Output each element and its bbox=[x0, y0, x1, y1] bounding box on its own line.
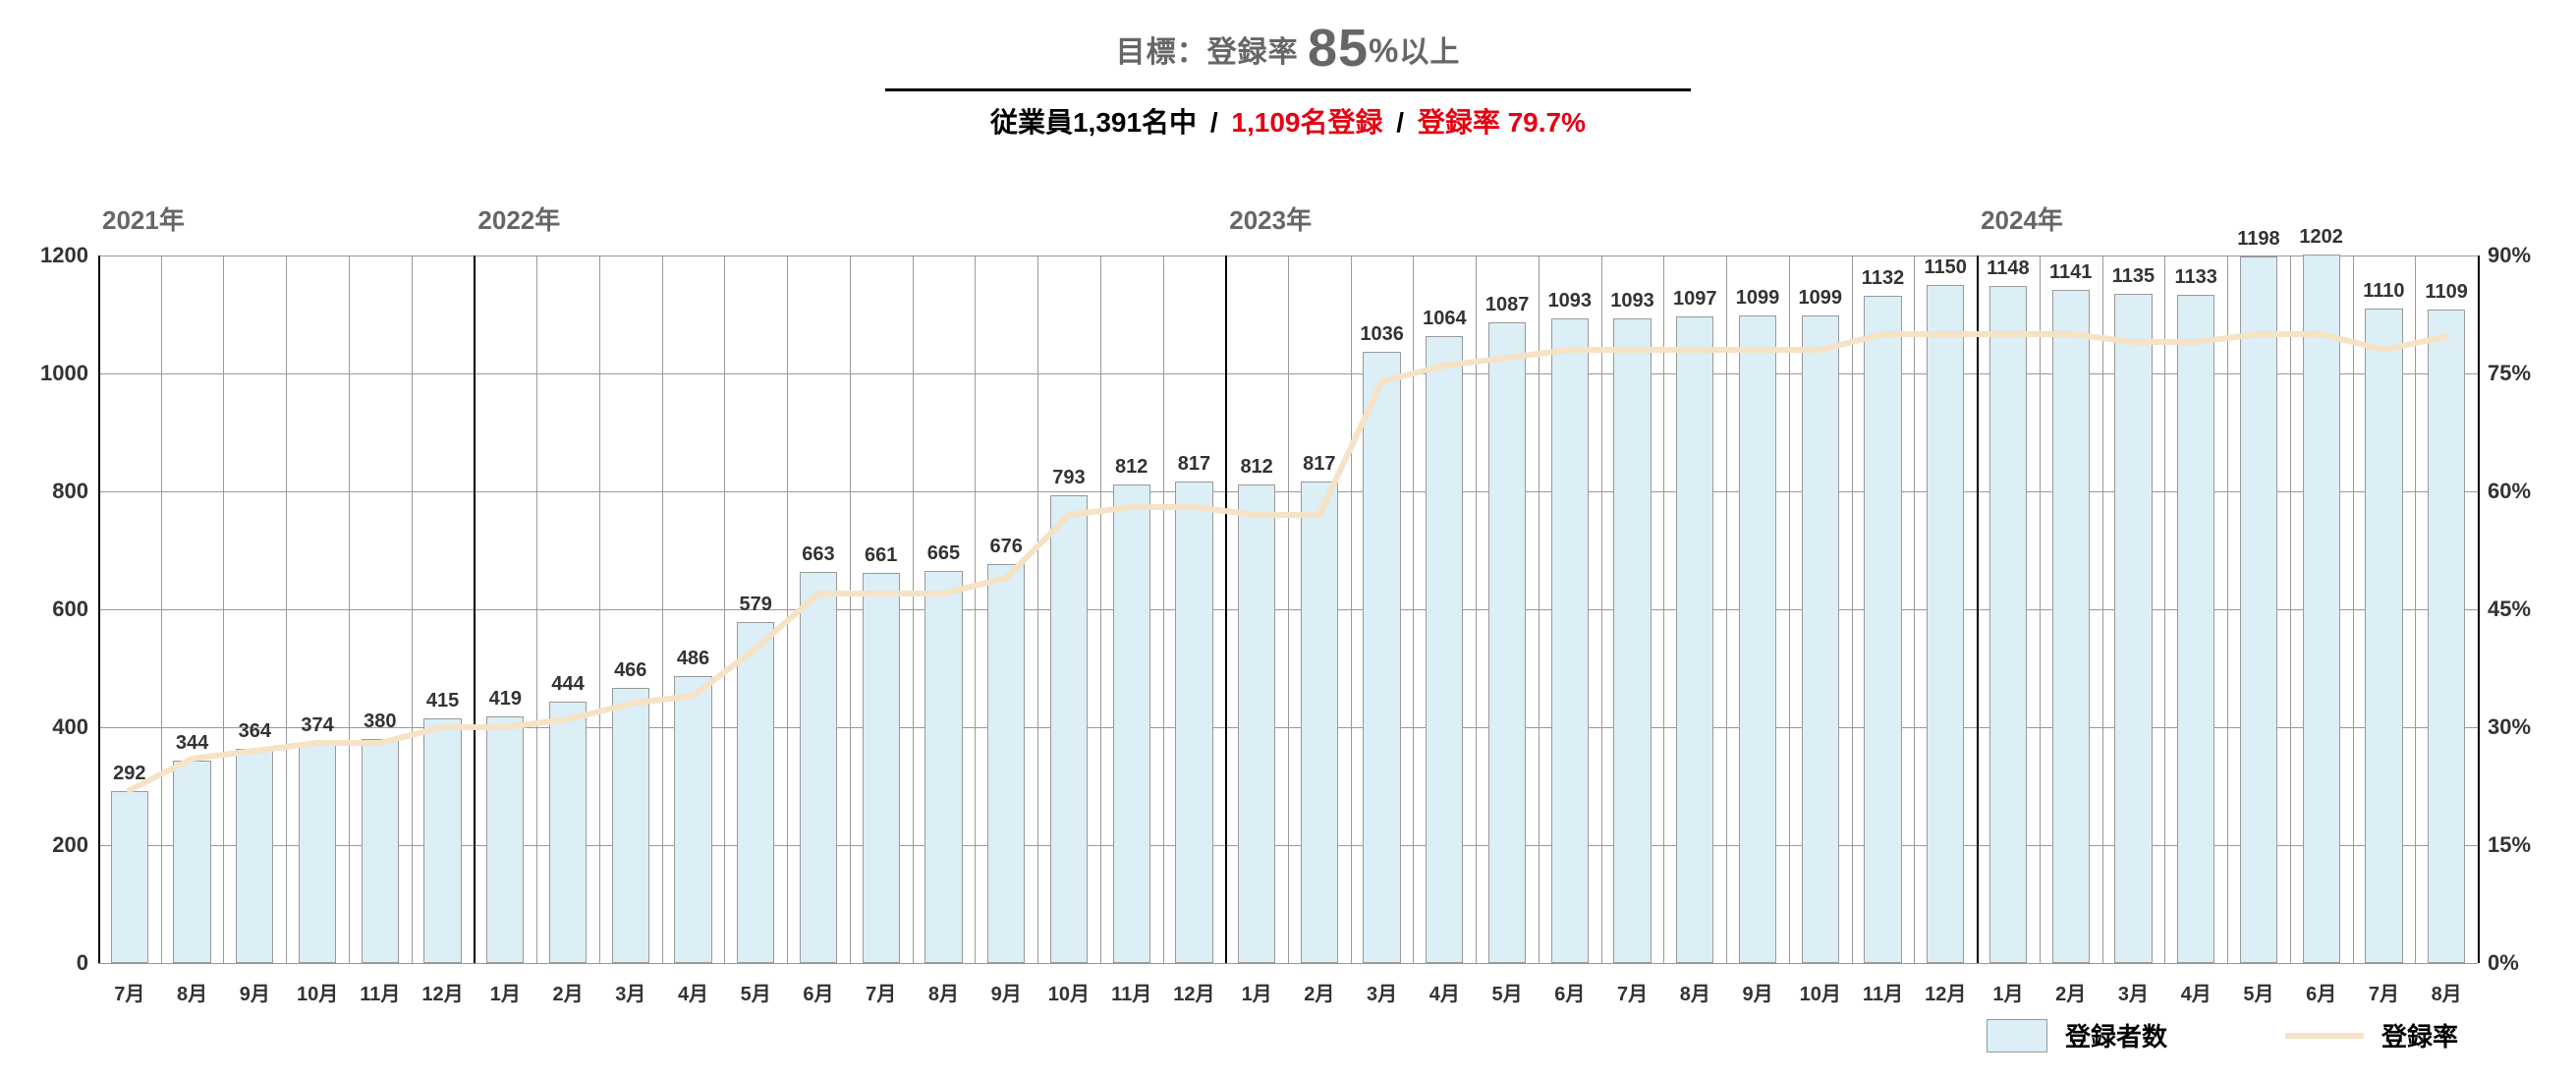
legend-label-bar: 登録者数 bbox=[2065, 1017, 2167, 1053]
y-left-tick-label: 0 bbox=[29, 950, 88, 976]
y-left-tick-label: 1200 bbox=[29, 243, 88, 268]
plot-area: 00%20015%40030%60045%80060%100075%120090… bbox=[98, 256, 2478, 963]
x-tick-label: 9月 bbox=[991, 978, 1022, 1006]
year-label: 2024年 bbox=[1981, 200, 2063, 237]
subtitle-sep1: / bbox=[1204, 107, 1224, 138]
subtitle-rate: 登録率 79.7% bbox=[1418, 107, 1586, 138]
x-tick-label: 3月 bbox=[2118, 978, 2149, 1006]
title-suffix: 以上 bbox=[1399, 36, 1460, 69]
x-tick-label: 2月 bbox=[2055, 978, 2086, 1006]
x-tick-label: 4月 bbox=[678, 978, 708, 1006]
title-percent: % bbox=[1369, 32, 1399, 70]
gridline-h bbox=[98, 963, 2478, 964]
legend-swatch-line bbox=[2285, 1033, 2364, 1039]
x-tick-label: 9月 bbox=[1742, 978, 1772, 1006]
subtitle-registered: 1,109名登録 bbox=[1231, 107, 1382, 138]
y-right-tick-label: 60% bbox=[2488, 479, 2556, 504]
x-tick-label: 7月 bbox=[866, 978, 896, 1006]
year-label: 2022年 bbox=[477, 200, 560, 237]
rate-line bbox=[98, 256, 2478, 963]
x-tick-label: 6月 bbox=[803, 978, 833, 1006]
x-tick-label: 7月 bbox=[114, 978, 144, 1006]
title-prefix: 目標：登録率 bbox=[1116, 36, 1308, 69]
legend: 登録者数 登録率 bbox=[1987, 1017, 2458, 1053]
y-left-tick-label: 200 bbox=[29, 832, 88, 858]
x-tick-label: 2月 bbox=[552, 978, 583, 1006]
x-tick-label: 8月 bbox=[177, 978, 207, 1006]
legend-item-line: 登録率 bbox=[2285, 1017, 2458, 1053]
x-tick-label: 2月 bbox=[1304, 978, 1334, 1006]
subtitle-divider bbox=[885, 88, 1691, 91]
x-tick-label: 7月 bbox=[1617, 978, 1648, 1006]
chart-figure: 目標：登録率 85%以上 従業員1,391名中 / 1,109名登録 / 登録率… bbox=[0, 0, 2576, 1081]
y-left-tick-label: 800 bbox=[29, 479, 88, 504]
x-tick-label: 10月 bbox=[1800, 978, 1841, 1006]
chart-subtitle: 従業員1,391名中 / 1,109名登録 / 登録率 79.7% bbox=[0, 101, 2576, 141]
subtitle-total: 従業員1,391名中 bbox=[990, 107, 1197, 138]
year-label: 2021年 bbox=[102, 200, 185, 237]
y-right-tick-label: 15% bbox=[2488, 832, 2556, 858]
x-tick-label: 1月 bbox=[1242, 978, 1272, 1006]
y-right-tick-label: 90% bbox=[2488, 243, 2556, 268]
x-tick-label: 10月 bbox=[297, 978, 338, 1006]
x-tick-label: 10月 bbox=[1048, 978, 1090, 1006]
x-tick-label: 8月 bbox=[2432, 978, 2462, 1006]
x-tick-label: 5月 bbox=[1492, 978, 1523, 1006]
x-tick-label: 12月 bbox=[1173, 978, 1214, 1006]
chart-title: 目標：登録率 85%以上 bbox=[0, 0, 2576, 79]
x-tick-label: 11月 bbox=[1111, 978, 1151, 1006]
subtitle-sep2: / bbox=[1390, 107, 1410, 138]
y-right-tick-label: 0% bbox=[2488, 950, 2556, 976]
y-right-tick-label: 30% bbox=[2488, 714, 2556, 740]
bar-value-label: 1202 bbox=[2299, 226, 2343, 249]
x-tick-label: 1月 bbox=[490, 978, 521, 1006]
x-tick-label: 8月 bbox=[1680, 978, 1710, 1006]
x-tick-label: 6月 bbox=[2306, 978, 2336, 1006]
legend-swatch-bar bbox=[1987, 1019, 2047, 1053]
y-right-tick-label: 75% bbox=[2488, 361, 2556, 386]
y-left-tick-label: 400 bbox=[29, 714, 88, 740]
x-tick-label: 9月 bbox=[240, 978, 270, 1006]
x-tick-label: 4月 bbox=[1429, 978, 1460, 1006]
chart-area: 00%20015%40030%60045%80060%100075%120090… bbox=[98, 256, 2478, 963]
x-tick-label: 5月 bbox=[2243, 978, 2273, 1006]
x-tick-label: 3月 bbox=[1367, 978, 1397, 1006]
x-tick-label: 11月 bbox=[360, 978, 400, 1006]
x-tick-label: 7月 bbox=[2369, 978, 2399, 1006]
x-tick-label: 12月 bbox=[421, 978, 463, 1006]
legend-item-bar: 登録者数 bbox=[1987, 1017, 2167, 1053]
gridline-v bbox=[2478, 256, 2480, 963]
year-label: 2023年 bbox=[1229, 200, 1312, 237]
x-tick-label: 4月 bbox=[2181, 978, 2212, 1006]
y-left-tick-label: 600 bbox=[29, 597, 88, 622]
x-tick-label: 12月 bbox=[1925, 978, 1966, 1006]
y-right-tick-label: 45% bbox=[2488, 597, 2556, 622]
x-tick-label: 3月 bbox=[615, 978, 645, 1006]
x-tick-label: 8月 bbox=[928, 978, 959, 1006]
x-tick-label: 6月 bbox=[1554, 978, 1585, 1006]
x-tick-label: 1月 bbox=[1992, 978, 2023, 1006]
title-big-number: 85 bbox=[1308, 19, 1369, 78]
bar-value-label: 1198 bbox=[2237, 228, 2279, 251]
legend-label-line: 登録率 bbox=[2381, 1017, 2458, 1053]
x-tick-label: 11月 bbox=[1863, 978, 1903, 1006]
y-left-tick-label: 1000 bbox=[29, 361, 88, 386]
x-tick-label: 5月 bbox=[741, 978, 771, 1006]
